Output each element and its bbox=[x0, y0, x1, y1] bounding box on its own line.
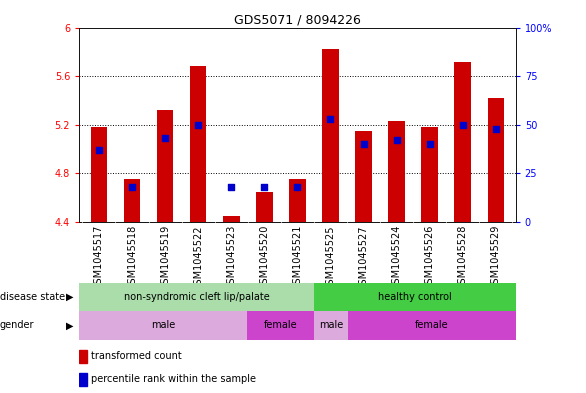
Bar bbox=[79, 311, 247, 340]
Text: GSM1045519: GSM1045519 bbox=[160, 225, 170, 290]
Text: male: male bbox=[151, 320, 175, 331]
Point bbox=[94, 147, 104, 153]
Text: GSM1045525: GSM1045525 bbox=[325, 225, 335, 290]
Text: gender: gender bbox=[0, 320, 35, 331]
Bar bbox=[157, 110, 173, 222]
Text: GSM1045523: GSM1045523 bbox=[226, 225, 236, 290]
Bar bbox=[124, 180, 140, 222]
Text: ▶: ▶ bbox=[66, 320, 73, 331]
Bar bbox=[355, 131, 372, 222]
Bar bbox=[256, 192, 272, 222]
Bar bbox=[314, 311, 347, 340]
Bar bbox=[455, 62, 471, 222]
Point bbox=[458, 121, 468, 128]
Point bbox=[392, 137, 401, 143]
Point bbox=[326, 116, 335, 122]
Bar bbox=[79, 283, 314, 311]
Text: GSM1045517: GSM1045517 bbox=[94, 225, 104, 290]
Point bbox=[193, 121, 203, 128]
Point bbox=[491, 125, 500, 132]
Text: GSM1045526: GSM1045526 bbox=[425, 225, 435, 290]
Bar bbox=[289, 180, 306, 222]
Text: female: female bbox=[264, 320, 298, 331]
Text: non-syndromic cleft lip/palate: non-syndromic cleft lip/palate bbox=[124, 292, 270, 302]
Text: GSM1045520: GSM1045520 bbox=[260, 225, 270, 290]
Text: ▶: ▶ bbox=[66, 292, 73, 302]
Text: GSM1045522: GSM1045522 bbox=[193, 225, 203, 290]
Title: GDS5071 / 8094226: GDS5071 / 8094226 bbox=[234, 13, 361, 26]
Text: GSM1045521: GSM1045521 bbox=[292, 225, 302, 290]
Point bbox=[425, 141, 434, 147]
Point bbox=[227, 184, 236, 190]
Bar bbox=[389, 121, 405, 222]
Text: GSM1045524: GSM1045524 bbox=[391, 225, 401, 290]
Bar bbox=[223, 216, 240, 222]
Bar bbox=[79, 350, 87, 363]
Text: GSM1045527: GSM1045527 bbox=[359, 225, 369, 290]
Point bbox=[161, 135, 170, 141]
Bar bbox=[488, 98, 504, 222]
Point bbox=[260, 184, 269, 190]
Bar bbox=[91, 127, 107, 222]
Bar bbox=[421, 127, 438, 222]
Text: healthy control: healthy control bbox=[378, 292, 452, 302]
Point bbox=[359, 141, 368, 147]
Text: GSM1045529: GSM1045529 bbox=[491, 225, 501, 290]
Bar bbox=[190, 66, 206, 222]
Bar bbox=[322, 50, 339, 222]
Point bbox=[292, 184, 302, 190]
Bar bbox=[79, 373, 87, 386]
Text: disease state: disease state bbox=[0, 292, 65, 302]
Text: transformed count: transformed count bbox=[91, 351, 182, 361]
Text: GSM1045518: GSM1045518 bbox=[127, 225, 137, 290]
Bar bbox=[347, 311, 516, 340]
Bar bbox=[247, 311, 314, 340]
Point bbox=[127, 184, 137, 190]
Text: male: male bbox=[319, 320, 343, 331]
Bar bbox=[314, 283, 516, 311]
Text: female: female bbox=[415, 320, 448, 331]
Text: GSM1045528: GSM1045528 bbox=[458, 225, 468, 290]
Text: percentile rank within the sample: percentile rank within the sample bbox=[91, 374, 256, 384]
